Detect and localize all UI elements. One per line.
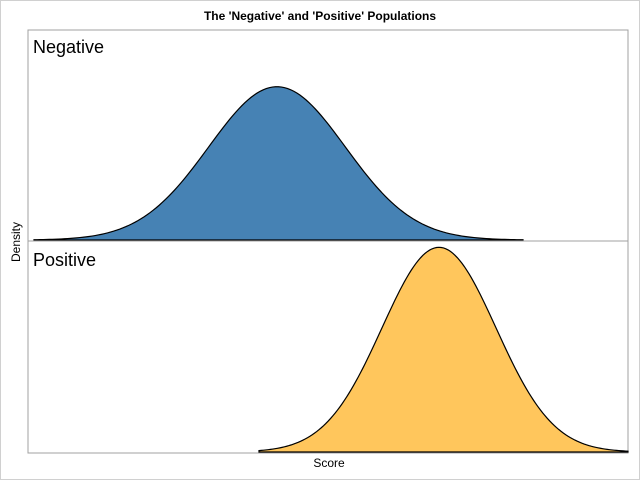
- positive-density-curve: [258, 246, 629, 453]
- negative-density-curve: [33, 86, 524, 241]
- panel-positive-label: Positive: [33, 250, 96, 270]
- panel-positive-border: [27, 240, 629, 454]
- y-axis-label: Density: [9, 221, 23, 263]
- panel-positive: Positive: [27, 240, 629, 454]
- panel-negative-label: Negative: [33, 37, 104, 57]
- x-axis-label: Score: [313, 456, 345, 470]
- panel-negative: Negative: [27, 29, 629, 242]
- chart-title: The 'Negative' and 'Positive' Population…: [203, 9, 437, 23]
